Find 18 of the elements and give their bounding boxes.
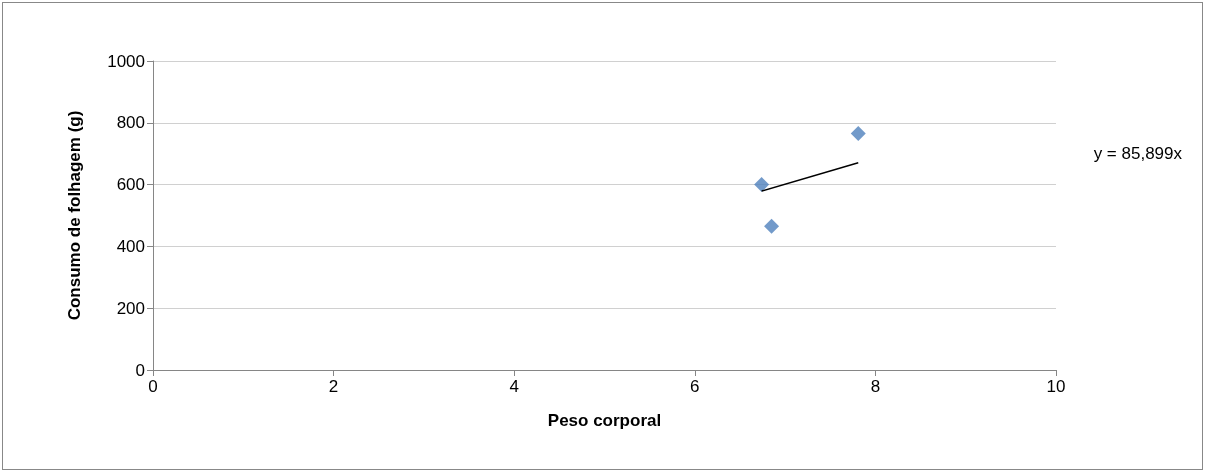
x-axis-title: Peso corporal — [547, 411, 662, 430]
x-tick-label: 8 — [870, 377, 881, 396]
point — [754, 177, 770, 193]
y-tick-label: 400 — [116, 236, 145, 256]
y-tick-label: 0 — [135, 360, 145, 380]
y-tick-label: 200 — [116, 298, 145, 318]
text: y = 85,899x — [1093, 144, 1183, 163]
y-tick-label: 1000 — [107, 51, 145, 71]
y-axis-title: Consumo de folhagem (g) — [65, 110, 84, 321]
point — [850, 126, 866, 142]
x-tick-label: 2 — [328, 377, 339, 396]
x-tick-label: 4 — [509, 377, 519, 396]
point — [764, 218, 780, 234]
x-tick-label: 6 — [690, 377, 700, 396]
x-tick-label: 10 — [1046, 377, 1066, 396]
y-tick-label: 800 — [116, 113, 145, 133]
y-tick-label: 600 — [116, 175, 145, 195]
x-tick-label: 0 — [148, 377, 158, 396]
